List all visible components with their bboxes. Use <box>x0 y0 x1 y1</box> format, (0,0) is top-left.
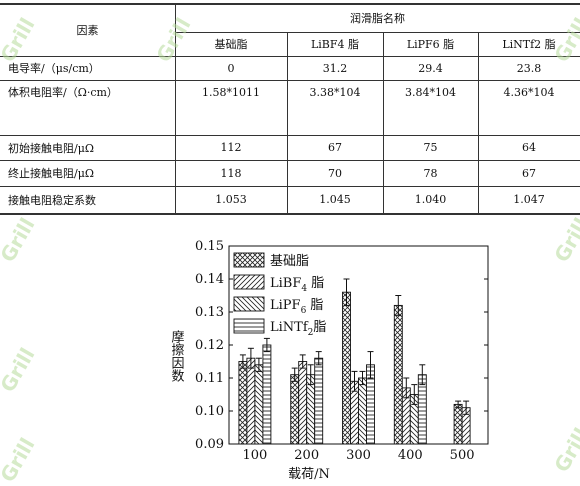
table-cell: 67 <box>522 166 536 180</box>
y-tick-label: 0.14 <box>195 272 224 287</box>
col-rule <box>175 3 176 213</box>
row-rule <box>0 135 580 136</box>
column-header: 基础脂 <box>214 38 248 51</box>
table-cell: 31.2 <box>322 61 348 75</box>
table-cell: 3.38*104 <box>309 85 361 99</box>
x-tick-label: 200 <box>294 448 319 463</box>
row-rule <box>0 160 580 161</box>
col-rule <box>478 32 479 213</box>
row-label: 终止接触电阻/μΩ <box>8 167 94 180</box>
bar <box>393 304 403 445</box>
bar <box>358 377 367 445</box>
y-axis-label: 摩擦因数 <box>169 329 185 382</box>
column-header: LiNTf2 脂 <box>502 38 556 51</box>
bar <box>254 364 264 445</box>
table-cell: 4.36*104 <box>503 85 555 99</box>
table-cell: 3.84*104 <box>405 85 456 99</box>
row-rule <box>0 186 580 187</box>
table-bottom-rule <box>0 213 580 215</box>
row-label: 初始接触电阻/μΩ <box>8 141 94 155</box>
x-tick-label: 400 <box>398 448 423 463</box>
y-tick-label: 0.11 <box>195 371 224 386</box>
table-cell: 78 <box>423 166 438 180</box>
x-axis-label: 载荷/N <box>288 467 330 482</box>
bar <box>290 374 300 445</box>
bar <box>246 357 256 445</box>
legend-label: LiPF6 脂 <box>270 298 323 316</box>
bar <box>238 361 248 445</box>
table-cell: 23.8 <box>516 61 542 75</box>
table-cell: 64 <box>522 141 536 154</box>
bar <box>453 403 463 445</box>
bar <box>314 357 324 445</box>
table-cell: 67 <box>328 141 342 154</box>
bar <box>342 291 351 445</box>
legend-swatch <box>233 296 265 312</box>
legend-label: LiNTf2脂 <box>270 320 326 338</box>
y-tick-label: 0.13 <box>195 305 224 320</box>
y-tick-label: 0.09 <box>195 437 224 452</box>
table-cell: 1.045 <box>319 193 351 206</box>
y-tick-label: 0.15 <box>195 239 224 254</box>
legend-label: 基础脂 <box>270 254 309 269</box>
table-cell: 1.047 <box>513 193 545 206</box>
table-cell: 70 <box>328 166 342 180</box>
y-tick-label: 0.10 <box>195 404 224 419</box>
column-header: LiPF6 脂 <box>406 38 455 51</box>
x-tick-label: 500 <box>450 448 475 463</box>
table-cell: 29.4 <box>418 61 443 75</box>
table-cell: 1.053 <box>215 193 247 206</box>
x-tick-label: 300 <box>346 448 371 463</box>
group-header-rule <box>175 32 580 33</box>
table-cell: 118 <box>220 166 242 180</box>
table-cell: 1.58*1011 <box>202 85 260 99</box>
header-bottom-rule <box>0 56 580 57</box>
properties-table: 因素 润滑脂名称 基础脂 LiBF4 脂 LiPF6 脂 LiNTf2 脂 电导… <box>0 0 580 218</box>
table-group-header: 润滑脂名称 <box>350 11 405 25</box>
table-cell: 0 <box>227 61 235 75</box>
legend-swatch <box>233 252 265 268</box>
table-cell: 1.040 <box>414 193 447 206</box>
bar <box>298 361 308 445</box>
col-rule <box>287 32 288 213</box>
col-rule <box>383 32 384 213</box>
table-corner-label: 因素 <box>76 23 99 37</box>
legend-swatch <box>233 274 265 290</box>
legend-label: LiBF4 脂 <box>270 276 324 294</box>
table-cell: 75 <box>423 141 438 154</box>
bar <box>262 344 272 445</box>
friction-coefficient-chart: 0.09 0.10 0.11 0.12 0.13 0.14 0.15 100 200 300 400… <box>169 239 489 482</box>
row-rule <box>0 80 580 81</box>
plot-area: 0.09 0.10 0.11 0.12 0.13 0.14 0.15 100 200 300 400… <box>195 239 489 463</box>
table-top-rule <box>0 3 580 5</box>
row-label: 体积电阻率/（Ω·cm） <box>8 86 118 99</box>
row-label: 电导率/（μs/cm） <box>8 62 100 75</box>
table-cell: 112 <box>220 141 242 154</box>
row-label: 接触电阻稳定系数 <box>8 193 96 207</box>
y-tick-label: 0.12 <box>195 338 224 353</box>
column-header: LiBF4 脂 <box>310 38 360 51</box>
x-tick-label: 100 <box>242 448 267 463</box>
legend-swatch <box>233 318 265 334</box>
